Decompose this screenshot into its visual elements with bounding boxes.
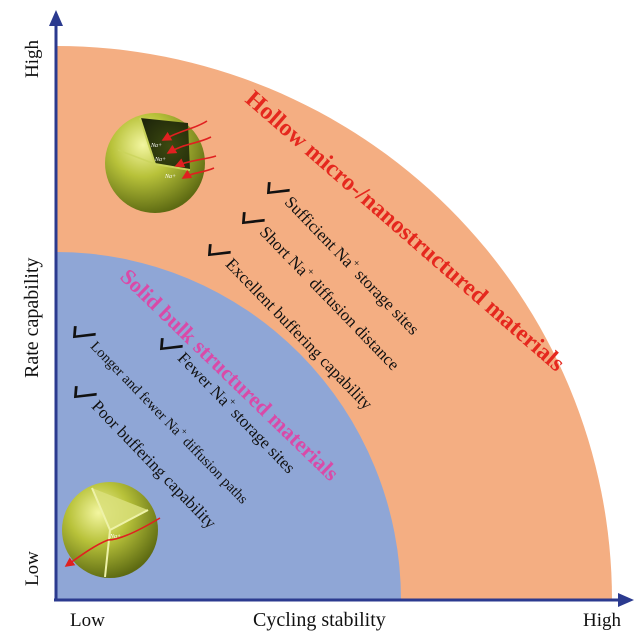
check-icon <box>241 212 265 225</box>
hollow-sphere-illustration: Na+ Na+ Na+ <box>105 113 217 213</box>
hollow-na-label-2: Na+ <box>154 157 166 163</box>
x-axis-arrowhead <box>618 593 634 607</box>
check-icon <box>266 182 290 195</box>
solid-na-label: Na+ <box>109 534 121 540</box>
x-axis-title: Cycling stability <box>253 609 386 631</box>
solid-sphere-illustration: Na+ <box>62 482 161 578</box>
check-icon <box>72 326 96 339</box>
x-axis-low-label: Low <box>70 610 105 631</box>
y-axis-high-label: High <box>22 40 43 79</box>
check-icon <box>159 338 183 351</box>
hollow-na-label-3: Na+ <box>164 174 176 180</box>
y-axis-arrowhead <box>49 10 63 26</box>
hollow-na-label-1: Na+ <box>150 143 162 149</box>
check-icon <box>207 244 231 257</box>
y-axis-title: Rate capability <box>21 257 43 378</box>
check-icon <box>73 386 97 399</box>
x-axis-high-label: High <box>583 610 622 631</box>
y-axis-low-label: Low <box>22 551 43 586</box>
